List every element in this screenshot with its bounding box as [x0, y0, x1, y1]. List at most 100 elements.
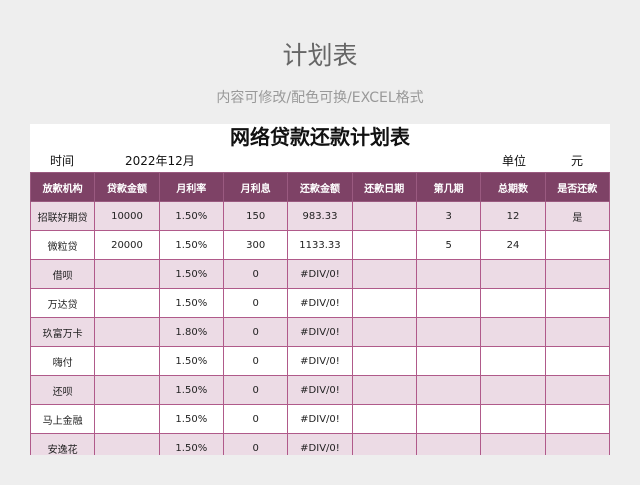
table-cell[interactable]: 24 — [480, 230, 546, 260]
column-header[interactable]: 贷款金额 — [94, 172, 160, 202]
table-cell[interactable] — [544, 288, 610, 318]
column-header[interactable]: 是否还款 — [544, 172, 610, 202]
table-cell[interactable]: #DIV/0! — [287, 433, 353, 455]
table-cell[interactable] — [351, 375, 417, 405]
table-cell[interactable]: 3 — [415, 201, 482, 231]
table-cell[interactable] — [480, 433, 546, 455]
column-header[interactable]: 月利率 — [158, 172, 224, 202]
table-cell[interactable]: #DIV/0! — [287, 346, 353, 376]
table-cell[interactable] — [94, 433, 160, 455]
unit-value[interactable]: 元 — [571, 154, 584, 168]
table-cell[interactable]: 1.50% — [158, 288, 224, 318]
table-cell[interactable]: 万达贷 — [30, 288, 96, 318]
table-cell[interactable] — [94, 259, 160, 289]
table-cell[interactable] — [544, 346, 610, 376]
table-cell[interactable]: 还呗 — [30, 375, 96, 405]
table-cell[interactable]: 1.80% — [158, 317, 224, 347]
table-cell[interactable] — [415, 259, 482, 289]
column-header[interactable]: 还款金额 — [287, 172, 353, 202]
table-cell[interactable] — [415, 317, 482, 347]
table-cell[interactable]: 1.50% — [158, 404, 224, 434]
table-cell[interactable] — [480, 317, 546, 347]
table-cell[interactable] — [351, 259, 417, 289]
table-cell[interactable] — [544, 230, 610, 260]
table-cell[interactable]: 1.50% — [158, 346, 224, 376]
table-cell[interactable]: 是 — [544, 201, 610, 231]
table-cell[interactable]: 微粒贷 — [30, 230, 96, 260]
table-cell[interactable]: #DIV/0! — [287, 317, 353, 347]
table-cell[interactable]: 马上金融 — [30, 404, 96, 434]
table-cell[interactable]: 1.50% — [158, 433, 224, 455]
table-cell[interactable] — [94, 346, 160, 376]
table-cell[interactable]: 嗨付 — [30, 346, 96, 376]
table-cell[interactable]: #DIV/0! — [287, 404, 353, 434]
table-cell[interactable] — [351, 201, 417, 231]
table-cell[interactable]: 0 — [222, 375, 289, 405]
table-cell[interactable]: 0 — [222, 404, 289, 434]
table-cell[interactable] — [415, 433, 482, 455]
table-cell[interactable] — [351, 346, 417, 376]
table-cell[interactable] — [415, 404, 482, 434]
table-cell[interactable] — [480, 259, 546, 289]
table-cell[interactable]: 10000 — [94, 201, 160, 231]
table-row: 微粒贷 20000 1.50% 300 1133.33 5 24 — [30, 230, 610, 260]
table-cell[interactable]: #DIV/0! — [287, 259, 353, 289]
table-cell[interactable] — [94, 317, 160, 347]
table-cell[interactable]: 1.50% — [158, 259, 224, 289]
table-cell[interactable] — [351, 288, 417, 318]
table-cell[interactable]: 玖富万卡 — [30, 317, 96, 347]
table-cell[interactable]: 0 — [222, 346, 289, 376]
table-cell[interactable]: 12 — [480, 201, 546, 231]
table-cell[interactable]: 0 — [222, 259, 289, 289]
column-header[interactable]: 放款机构 — [30, 172, 96, 202]
table-cell[interactable] — [544, 404, 610, 434]
table-cell[interactable] — [94, 288, 160, 318]
table-cell[interactable] — [415, 375, 482, 405]
table-cell[interactable] — [351, 230, 417, 260]
table-row: 安逸花 1.50% 0 #DIV/0! — [30, 433, 610, 455]
table-row: 招联好期贷 10000 1.50% 150 983.33 3 12 是 — [30, 201, 610, 231]
column-header[interactable]: 月利息 — [222, 172, 289, 202]
table-cell[interactable]: 150 — [222, 201, 289, 231]
table-cell[interactable] — [480, 346, 546, 376]
table-cell[interactable]: 1.50% — [158, 230, 224, 260]
table-row: 玖富万卡 1.80% 0 #DIV/0! — [30, 317, 610, 347]
table-cell[interactable]: 20000 — [94, 230, 160, 260]
table-cell[interactable]: 1133.33 — [287, 230, 353, 260]
table-cell[interactable]: 300 — [222, 230, 289, 260]
table-cell[interactable] — [415, 346, 482, 376]
table-cell[interactable] — [351, 317, 417, 347]
table-cell[interactable]: #DIV/0! — [287, 375, 353, 405]
column-header[interactable]: 第几期 — [415, 172, 482, 202]
table-cell[interactable]: 0 — [222, 433, 289, 455]
column-header[interactable]: 总期数 — [480, 172, 546, 202]
unit-label: 单位 — [502, 154, 527, 168]
table-cell[interactable]: 安逸花 — [30, 433, 96, 455]
table-cell[interactable] — [544, 259, 610, 289]
table-cell[interactable] — [480, 404, 546, 434]
table-cell[interactable] — [480, 288, 546, 318]
page-subtitle: 内容可修改/配色可换/EXCEL格式 — [216, 90, 424, 106]
time-value[interactable]: 2022年12月 — [125, 154, 195, 168]
table-cell[interactable]: 1.50% — [158, 375, 224, 405]
table-cell[interactable] — [544, 375, 610, 405]
table-cell[interactable] — [94, 375, 160, 405]
table-cell[interactable]: 招联好期贷 — [30, 201, 96, 231]
table-cell[interactable]: 0 — [222, 288, 289, 318]
table-cell[interactable]: #DIV/0! — [287, 288, 353, 318]
table-cell[interactable] — [480, 375, 546, 405]
table-cell[interactable] — [544, 317, 610, 347]
table-row: 万达贷 1.50% 0 #DIV/0! — [30, 288, 610, 318]
column-header[interactable]: 还款日期 — [351, 172, 417, 202]
table-cell[interactable] — [94, 404, 160, 434]
table-cell[interactable]: 983.33 — [287, 201, 353, 231]
table-cell[interactable]: 借呗 — [30, 259, 96, 289]
table-cell[interactable] — [544, 433, 610, 455]
table-cell[interactable]: 5 — [415, 230, 482, 260]
table-cell[interactable]: 0 — [222, 317, 289, 347]
table-cell[interactable] — [415, 288, 482, 318]
spreadsheet: 网络贷款还款计划表 时间 2022年12月 单位 元 放款机构 贷款金额 月利率 月利… — [30, 124, 610, 455]
table-cell[interactable]: 1.50% — [158, 201, 224, 231]
table-cell[interactable] — [351, 404, 417, 434]
table-cell[interactable] — [351, 433, 417, 455]
